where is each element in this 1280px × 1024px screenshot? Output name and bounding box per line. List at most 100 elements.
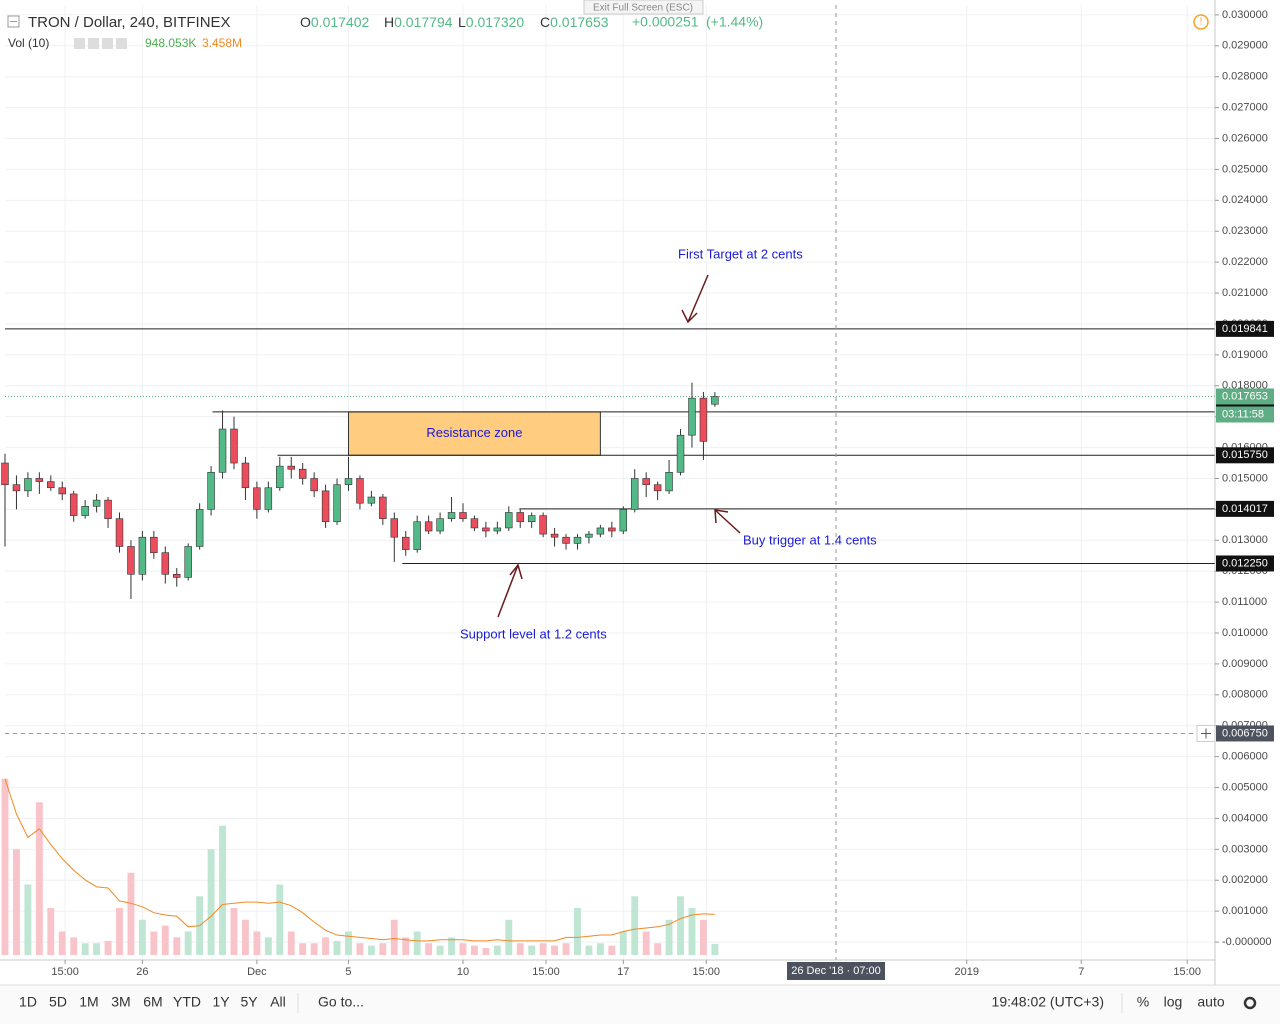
arrow xyxy=(681,274,709,324)
study-button[interactable] xyxy=(74,38,85,49)
scale-option[interactable]: % xyxy=(1137,994,1149,1010)
volume-value: 948.053K xyxy=(145,36,196,50)
ohlc-key: L xyxy=(458,14,466,30)
y-tick-label: 0.021000 xyxy=(1222,287,1268,299)
candle-body xyxy=(344,478,353,485)
volume-bar xyxy=(184,931,192,955)
crosshair-y-label: 0.006750 xyxy=(1222,727,1268,739)
y-tick-label: 0.022000 xyxy=(1222,256,1268,268)
range-button[interactable]: All xyxy=(270,994,286,1010)
scale-option[interactable]: log xyxy=(1164,994,1183,1010)
x-tick-label: 15:00 xyxy=(532,966,560,978)
level-label: 0.015750 xyxy=(1222,449,1268,461)
volume-bar xyxy=(459,943,467,955)
range-button[interactable]: 1M xyxy=(79,994,98,1010)
crosshair-x-box xyxy=(787,962,886,980)
volume-bar xyxy=(219,825,226,955)
range-button[interactable]: 5Y xyxy=(240,994,258,1010)
volume-bar xyxy=(264,937,272,955)
symbol[interactable]: TRON / Dollar, 240, BITFINEX xyxy=(28,14,231,31)
candle-body xyxy=(562,536,570,544)
ohlc-legend: O0.017402 H0.017794 L0.017320 C0.017653 +0.0… xyxy=(300,14,763,30)
volume-bar xyxy=(642,931,650,955)
volume-bar xyxy=(116,908,123,955)
candle-body xyxy=(1,462,9,485)
study-buttons xyxy=(74,38,127,49)
y-tick-label: 0.024000 xyxy=(1222,194,1268,206)
candle-body xyxy=(276,465,284,489)
range-button[interactable]: 6M xyxy=(143,994,162,1010)
candle-body xyxy=(12,484,21,492)
volume-bar xyxy=(299,943,307,955)
candle-body xyxy=(493,527,502,532)
zone-label: Resistance zone xyxy=(426,425,522,440)
candle-body xyxy=(207,472,215,510)
volume-bar xyxy=(127,872,135,955)
warning-icon-mark: ! xyxy=(1200,17,1203,28)
volume-bar xyxy=(58,931,66,955)
volume-bar xyxy=(699,919,707,955)
y-tick-label: 0.019000 xyxy=(1222,349,1268,361)
ohlc-key: O xyxy=(300,14,311,30)
exit-fullscreen[interactable] xyxy=(583,0,704,15)
countdown: 03:11:58 xyxy=(1222,408,1264,420)
y-tick-label: 0.001000 xyxy=(1222,905,1268,917)
scale-option[interactable]: auto xyxy=(1197,994,1224,1010)
range-button[interactable]: 1D xyxy=(19,994,37,1010)
crosshair-y-label-box xyxy=(1216,725,1274,742)
candle-body xyxy=(367,496,376,504)
toolbar-items: 1D 5D 1M 3M 6M YTD 1Y 5Y All Go to... 19:48:02 (UT… xyxy=(19,993,1225,1013)
candle-body xyxy=(619,509,628,532)
range-button[interactable]: 1Y xyxy=(212,994,230,1010)
x-tick-label: 2019 xyxy=(955,966,979,978)
candle-body xyxy=(390,518,399,538)
warning-icon[interactable] xyxy=(1193,14,1209,30)
y-tick-label: 0.008000 xyxy=(1222,689,1268,701)
level-label-box xyxy=(1216,320,1274,337)
candle-body xyxy=(447,512,456,519)
volume-pane xyxy=(1,778,719,955)
volume-bar xyxy=(436,945,444,955)
volume-bar xyxy=(379,943,387,955)
study-button[interactable] xyxy=(88,38,99,49)
y-tick-label: 0.002000 xyxy=(1222,874,1268,886)
candle-body xyxy=(115,518,124,547)
candle-body xyxy=(676,434,685,473)
candle-body xyxy=(333,484,341,523)
ohlc-value: 0.017402 xyxy=(311,14,370,30)
range-button[interactable]: YTD xyxy=(173,994,201,1010)
range-button[interactable]: 5D xyxy=(49,994,67,1010)
volume-bar xyxy=(70,937,78,955)
volume-bar xyxy=(654,943,662,955)
x-tick-label: 10 xyxy=(457,966,469,978)
x-tick-label: 5 xyxy=(345,966,351,978)
ohlc-item: C0.017653 xyxy=(540,14,609,30)
volume-bar xyxy=(562,943,570,955)
settings-icon[interactable] xyxy=(1243,996,1257,1010)
study-button[interactable] xyxy=(116,38,127,49)
volume-bar xyxy=(631,896,639,955)
volume-bar xyxy=(138,919,146,955)
candle-body xyxy=(630,478,639,510)
annotation: First Target at 2 cents xyxy=(678,246,803,261)
study-button[interactable] xyxy=(102,38,113,49)
ohlc-value: 0.017320 xyxy=(466,14,525,30)
candle-body xyxy=(653,484,662,492)
goto-button[interactable]: Go to... xyxy=(318,994,364,1010)
y-tick-label: 0.023000 xyxy=(1222,225,1268,237)
candle-body xyxy=(402,536,410,550)
volume-bar xyxy=(585,945,593,955)
volume-bar xyxy=(207,849,215,955)
volume-bar xyxy=(150,931,158,955)
candle-body xyxy=(356,478,364,504)
volume-bar xyxy=(13,849,20,955)
x-tick-label: 7 xyxy=(1078,966,1084,978)
range-button[interactable]: 3M xyxy=(111,994,130,1010)
candle-body xyxy=(173,573,181,578)
collapse-icon[interactable] xyxy=(7,15,20,28)
candle-body xyxy=(161,552,170,575)
volume-bar xyxy=(482,947,490,955)
ohlc-item: L0.017320 xyxy=(458,14,524,30)
volume-title: Vol (10) xyxy=(8,36,49,50)
